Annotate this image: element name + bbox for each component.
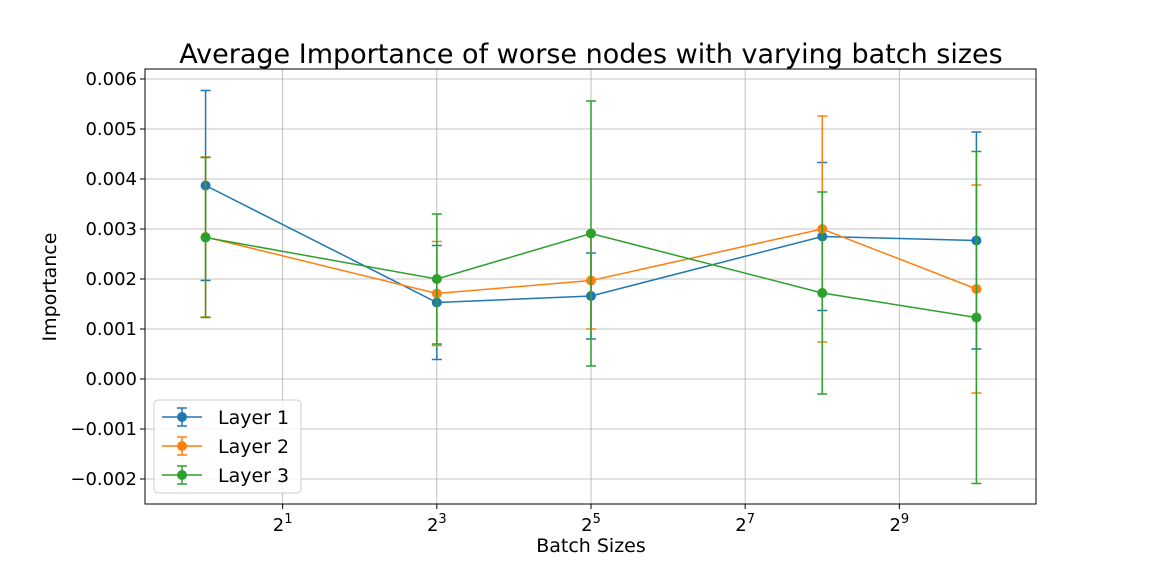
y-tick-label: −0.001: [70, 419, 137, 440]
data-point: [200, 232, 211, 243]
legend-label: Layer 1: [218, 407, 289, 429]
legend-marker: [177, 470, 187, 480]
plot-frame: [144, 68, 1037, 505]
legend-label: Layer 3: [218, 465, 289, 487]
data-point: [431, 274, 442, 284]
y-tick-label: 0.003: [85, 219, 137, 240]
x-tick-label: 29: [889, 512, 909, 536]
legend-marker: [177, 441, 187, 451]
y-tick-label: 0.000: [85, 369, 137, 390]
chart-title: Average Importance of worse nodes with v…: [179, 39, 1002, 70]
y-tick-label: 0.002: [85, 269, 137, 290]
legend-label: Layer 2: [218, 436, 289, 458]
data-point: [971, 312, 982, 323]
x-axis-ticks: 21 23 25 27 29: [273, 504, 909, 536]
x-tick-label: 25: [581, 512, 601, 536]
y-axis-label: Importance: [39, 233, 61, 342]
legend-frame: [153, 399, 302, 494]
y-tick-label: 0.004: [85, 169, 137, 190]
y-tick-label: 0.006: [85, 69, 137, 90]
x-axis-label: Batch Sizes: [536, 535, 646, 557]
y-tick-label: −0.002: [70, 469, 137, 490]
data-point: [585, 228, 596, 239]
series-layer-3: [200, 100, 982, 485]
y-tick-label: 0.005: [85, 119, 137, 140]
legend-marker: [177, 412, 187, 422]
legend: Layer 1 Layer 2 Layer 3: [153, 399, 302, 494]
legend-entry: Layer 3: [162, 465, 289, 487]
legend-entry: Layer 1: [162, 407, 289, 429]
y-tick-label: 0.001: [85, 319, 137, 340]
legend-entry: Layer 2: [162, 436, 289, 458]
plot-series: [200, 89, 982, 485]
x-tick-label: 27: [735, 512, 755, 536]
x-tick-label: 21: [273, 512, 293, 536]
x-tick-label: 23: [427, 512, 447, 536]
data-point: [817, 288, 828, 298]
y-axis-ticks: −0.002 −0.001 0.000 0.001 0.002 0.003 0.004 0.0…: [70, 69, 145, 490]
